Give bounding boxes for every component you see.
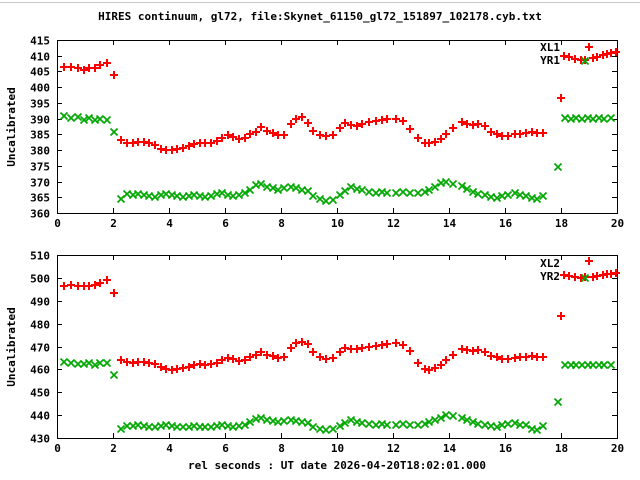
x-tick-label: 14	[443, 217, 457, 230]
y-tick-label: 415	[30, 35, 50, 48]
y-tick-label: 510	[30, 250, 50, 263]
y-tick-label: 470	[30, 342, 50, 355]
x-tick-label: 18	[555, 442, 568, 455]
y-tick-label: 370	[30, 177, 50, 190]
y-tick-label: 360	[30, 208, 50, 221]
legend-xl2: XL2	[540, 257, 560, 270]
y-tick-label: 450	[30, 387, 50, 400]
x-tick-label: 20	[611, 217, 624, 230]
x-tick-label: 10	[331, 442, 344, 455]
plot-border-bottom	[57, 255, 618, 439]
panel-bottom: 0 2 4 6 8 10 12 14 16 18 20 430 440 450 460 470 480 490 50…	[30, 250, 624, 456]
y-tick-label: 380	[30, 145, 50, 158]
x-tick-label: 20	[611, 442, 624, 455]
y-tick-label: 430	[30, 433, 50, 446]
y-axis-label-bottom: Uncalibrated	[5, 307, 18, 386]
y-axis-label-top: Uncalibrated	[5, 87, 18, 166]
x-tick-label: 14	[443, 442, 457, 455]
y-tick-label: 375	[30, 161, 50, 174]
x-tick-label: 2	[110, 442, 117, 455]
x-tick-label: 2	[110, 217, 117, 230]
series-xl2-markers	[60, 257, 620, 374]
y-tick-label: 440	[30, 410, 50, 423]
panel-top: 0 2 4 6 8 10 12 14 16 18 20 360 365 370 375 380 385 390 39…	[30, 35, 624, 231]
x-tick-label: 6	[222, 442, 229, 455]
legend-xl1: XL1	[540, 41, 560, 54]
x-tick-label: 4	[166, 217, 173, 230]
y-tick-label: 460	[30, 364, 50, 377]
x-tick-label: 18	[555, 217, 568, 230]
legend-yr2: YR2	[540, 270, 560, 283]
x-tick-label: 12	[387, 217, 400, 230]
series-xl1-markers	[60, 43, 620, 154]
x-tick-label: 8	[278, 217, 285, 230]
x-tick-label: 0	[54, 217, 61, 230]
x-tick-label: 12	[387, 442, 400, 455]
y-tick-label: 385	[30, 129, 50, 142]
y-tick-label: 400	[30, 82, 50, 95]
y-tick-label: 395	[30, 98, 50, 111]
x-tick-label: 6	[222, 217, 229, 230]
y-tick-label: 490	[30, 296, 50, 309]
chart-title: HIRES continuum, gl72, file:Skynet_61150…	[98, 10, 542, 23]
x-tick-label: 8	[278, 442, 285, 455]
x-axis-label: rel seconds : UT date 2026-04-20T18:02:0…	[188, 459, 486, 472]
x-tick-label: 4	[166, 442, 173, 455]
series-yr2-markers	[59, 273, 616, 435]
y-tick-label: 405	[30, 66, 50, 79]
panels-group: 0 2 4 6 8 10 12 14 16 18 2036036537037538038539039…	[30, 35, 624, 456]
x-tick-label: 16	[499, 217, 513, 230]
x-tick-label: 10	[331, 217, 344, 230]
x-tick-label: 16	[499, 442, 513, 455]
y-tick-label: 390	[30, 114, 50, 127]
y-tick-label: 480	[30, 319, 50, 332]
window-edge-line	[0, 2, 640, 3]
legend-yr1: YR1	[540, 54, 560, 67]
y-tick-label: 365	[30, 192, 50, 205]
y-tick-label: 410	[30, 51, 50, 64]
series-yr1-markers	[59, 56, 616, 206]
y-tick-label: 500	[30, 273, 50, 286]
x-tick-label: 0	[54, 442, 61, 455]
